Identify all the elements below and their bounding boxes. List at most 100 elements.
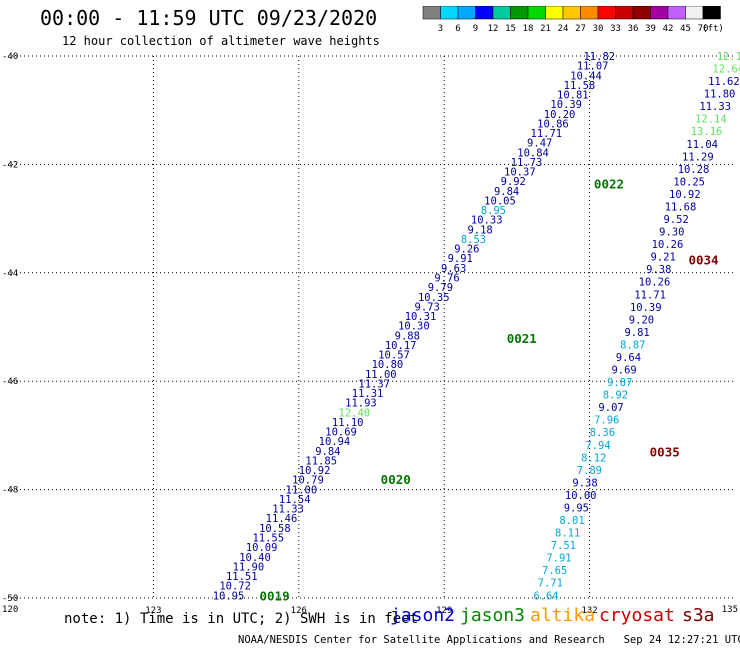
wave-height-value: 10.39 — [630, 302, 662, 314]
colorbar-label: 42 — [663, 24, 674, 34]
wave-height-value: 9.76 — [434, 272, 459, 284]
x-tick-label: 123 — [145, 606, 161, 616]
wave-height-value: 9.87 — [607, 377, 632, 389]
footer-note: note: 1) Time is in UTC; 2) SWH is in fe… — [64, 611, 419, 627]
wave-height-value: 9.21 — [650, 252, 675, 264]
wave-height-value: 9.69 — [611, 365, 636, 377]
wave-height-value: 10.94 — [319, 436, 351, 448]
wave-height-value: 9.26 — [454, 244, 479, 256]
wave-height-value: 11.31 — [352, 388, 384, 400]
wave-height-value: 10.40 — [239, 552, 271, 564]
wave-height-value: 9.07 — [598, 402, 623, 414]
wave-height-value: 9.38 — [646, 264, 671, 276]
wave-height-value: 11.00 — [286, 484, 318, 496]
wave-height-value: 10.35 — [418, 292, 450, 304]
wave-height-value: 10.09 — [246, 542, 278, 554]
wave-height-value: 10.92 — [669, 189, 701, 201]
wave-height-value: 11.33 — [699, 101, 731, 113]
wave-height-value: 9.92 — [501, 176, 526, 188]
wave-height-value: 11.68 — [665, 201, 697, 213]
wave-height-value: 10.39 — [550, 99, 582, 111]
wave-height-value: 10.33 — [471, 215, 503, 227]
wave-height-value: 11.90 — [233, 561, 265, 573]
legend-jason3: jason3 — [460, 605, 526, 626]
wave-height-value: 11.80 — [704, 89, 736, 101]
wave-height-value: 10.69 — [325, 427, 357, 439]
wave-height-value: 11.46 — [266, 513, 298, 525]
wave-height-value: 10.58 — [259, 523, 291, 535]
wave-height-value: 6.64 — [533, 590, 558, 602]
wave-height-value: 11.82 — [583, 51, 615, 63]
wave-height-value: 11.29 — [682, 151, 714, 163]
wave-height-value: 10.81 — [557, 90, 589, 102]
wave-height-value: 7.96 — [594, 415, 619, 427]
colorbar-label: 45 — [680, 24, 691, 34]
wave-height-value: 9.64 — [616, 352, 641, 364]
y-tick-label: -40 — [2, 52, 18, 62]
wave-height-value: 9.63 — [441, 263, 466, 275]
pass-label: 0021 — [507, 331, 537, 346]
wave-height-value: 11.55 — [252, 533, 284, 545]
wave-height-value: 10.79 — [292, 475, 324, 487]
wave-height-value: 10.84 — [517, 147, 549, 159]
y-tick-label: -46 — [2, 377, 18, 387]
y-tick-label: -42 — [2, 160, 18, 170]
pass-label: 0035 — [650, 445, 680, 460]
wave-height-value: 10.95 — [213, 590, 245, 602]
wave-height-value: 9.81 — [624, 327, 649, 339]
wave-height-value: 12.64 — [712, 64, 740, 76]
colorbar-label: 70 — [698, 24, 709, 34]
wave-height-value: 10.37 — [504, 167, 536, 179]
wave-height-value: 13.16 — [691, 126, 723, 138]
y-tick-label: -44 — [2, 269, 18, 279]
pass-label: 0022 — [594, 176, 624, 191]
wave-height-value: 9.73 — [415, 301, 440, 313]
wave-height-value: 7.51 — [551, 540, 576, 552]
wave-height-value: 10.44 — [570, 70, 602, 82]
wave-height-value: 10.30 — [398, 321, 430, 333]
wave-height-value: 12.14 — [695, 114, 727, 126]
wave-height-value: 9.18 — [467, 224, 492, 236]
wave-height-value: 11.71 — [634, 289, 666, 301]
wave-height-value: 10.80 — [372, 359, 404, 371]
wave-height-value: 9.84 — [315, 446, 340, 458]
wave-height-value: 11.07 — [577, 61, 609, 73]
wave-height-value: 9.88 — [395, 330, 420, 342]
colorbar-label: 30 — [593, 24, 604, 34]
wave-height-value: 10.20 — [544, 109, 576, 121]
wave-height-value: 11.85 — [305, 455, 337, 467]
wave-height-value: 7.94 — [585, 440, 610, 452]
wave-height-value: 10.17 — [385, 340, 417, 352]
wave-height-value: 10.31 — [405, 311, 437, 323]
colorbar-label: 6 — [455, 24, 460, 34]
wave-height-value: 7.89 — [577, 465, 602, 477]
wave-height-value: 9.84 — [494, 186, 519, 198]
wave-height-value: 10.28 — [678, 164, 710, 176]
colorbar-label: 39 — [645, 24, 656, 34]
wave-height-value: 12.40 — [339, 407, 371, 419]
wave-height-value: 9.47 — [527, 138, 552, 150]
wave-height-value: 9.95 — [564, 502, 589, 514]
wave-height-value: 9.91 — [448, 253, 473, 265]
wave-height-value: 11.62 — [708, 76, 740, 88]
wave-height-value: 11.51 — [226, 571, 258, 583]
colorbar-label: 24 — [558, 24, 569, 34]
wave-height-value: 8.11 — [555, 528, 580, 540]
wave-height-value: 10.00 — [565, 490, 597, 502]
wave-height-value: 9.38 — [572, 477, 597, 489]
colorbar-unit: (ft) — [702, 24, 724, 34]
colorbar-label: 15 — [505, 24, 516, 34]
wave-height-value: 11.71 — [531, 128, 563, 140]
wave-height-value: 10.92 — [299, 465, 331, 477]
wave-height-value: 11.58 — [564, 80, 596, 92]
legend-cryosat: cryosat — [599, 605, 675, 626]
colorbar-swatch — [702, 6, 721, 20]
colorbar-label: 9 — [473, 24, 478, 34]
wave-height-value: 11.93 — [345, 398, 377, 410]
wave-height-value: 9.52 — [664, 214, 689, 226]
wave-height-value: 11.73 — [511, 157, 543, 169]
wave-height-value: 8.12 — [581, 452, 606, 464]
legend-s3a: s3a — [682, 605, 715, 626]
wave-height-value: 9.79 — [428, 282, 453, 294]
